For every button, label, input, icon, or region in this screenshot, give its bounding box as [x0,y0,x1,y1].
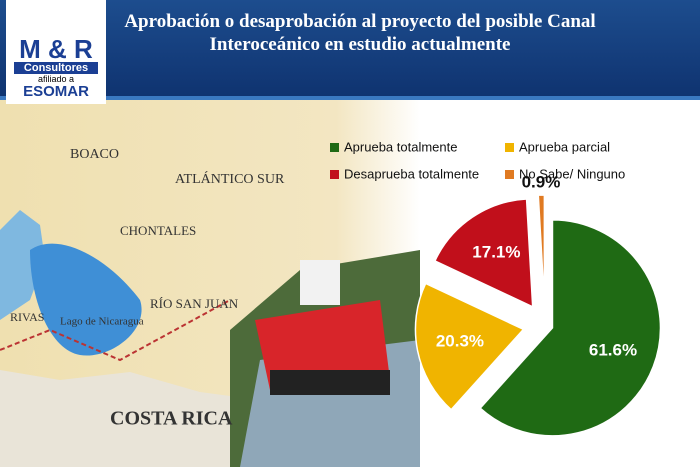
map-label: CHONTALES [120,223,196,238]
ship-waterline [270,370,390,395]
legend-swatch [505,170,514,179]
costa-rica-area [0,370,260,467]
ship-hull [255,300,390,390]
pie-slice [537,194,546,304]
legend-label: No Sabe/ Ninguno [519,166,625,181]
lake-managua [0,210,45,320]
map-label: RIVAS [10,310,44,324]
legend-swatch [505,143,514,152]
map-label: ATLÁNTICO SUR [175,170,285,187]
ship-bridge [300,260,340,305]
logo-name: Consultores [14,62,98,74]
pie-slice [433,198,534,308]
pie-slice [479,219,662,437]
map-label: COSTA RICA [110,408,233,430]
lake-nicaragua [30,243,142,356]
logo-brand: M & R [19,34,93,64]
data-label: 17.1% [472,243,520,262]
map-label: Lago de Nicaragua [60,316,144,328]
chart-title: Aprobación o desaprobación al proyecto d… [124,11,596,55]
pie-slice [414,282,525,411]
legend-label: Aprueba parcial [519,139,610,154]
map-label: BOACO [70,147,119,162]
data-label: 0.9% [522,173,561,192]
canal-route [0,299,231,362]
data-label: 20.3% [436,332,484,351]
logo-partner: ESOMAR [23,83,89,100]
logo: M & R Consultores afiliado a ESOMAR [6,0,106,104]
legend-swatch [330,143,339,152]
legend-label: Aprueba totalmente [344,139,457,154]
legend-label: Desaprueba totalmente [344,166,479,181]
map-label: RÍO SAN JUAN [150,296,239,311]
header: Aprobación o desaprobación al proyecto d… [0,0,700,100]
logo-affiliation: afiliado a [37,74,75,84]
data-label: 61.6% [589,341,637,360]
legend-swatch [330,170,339,179]
